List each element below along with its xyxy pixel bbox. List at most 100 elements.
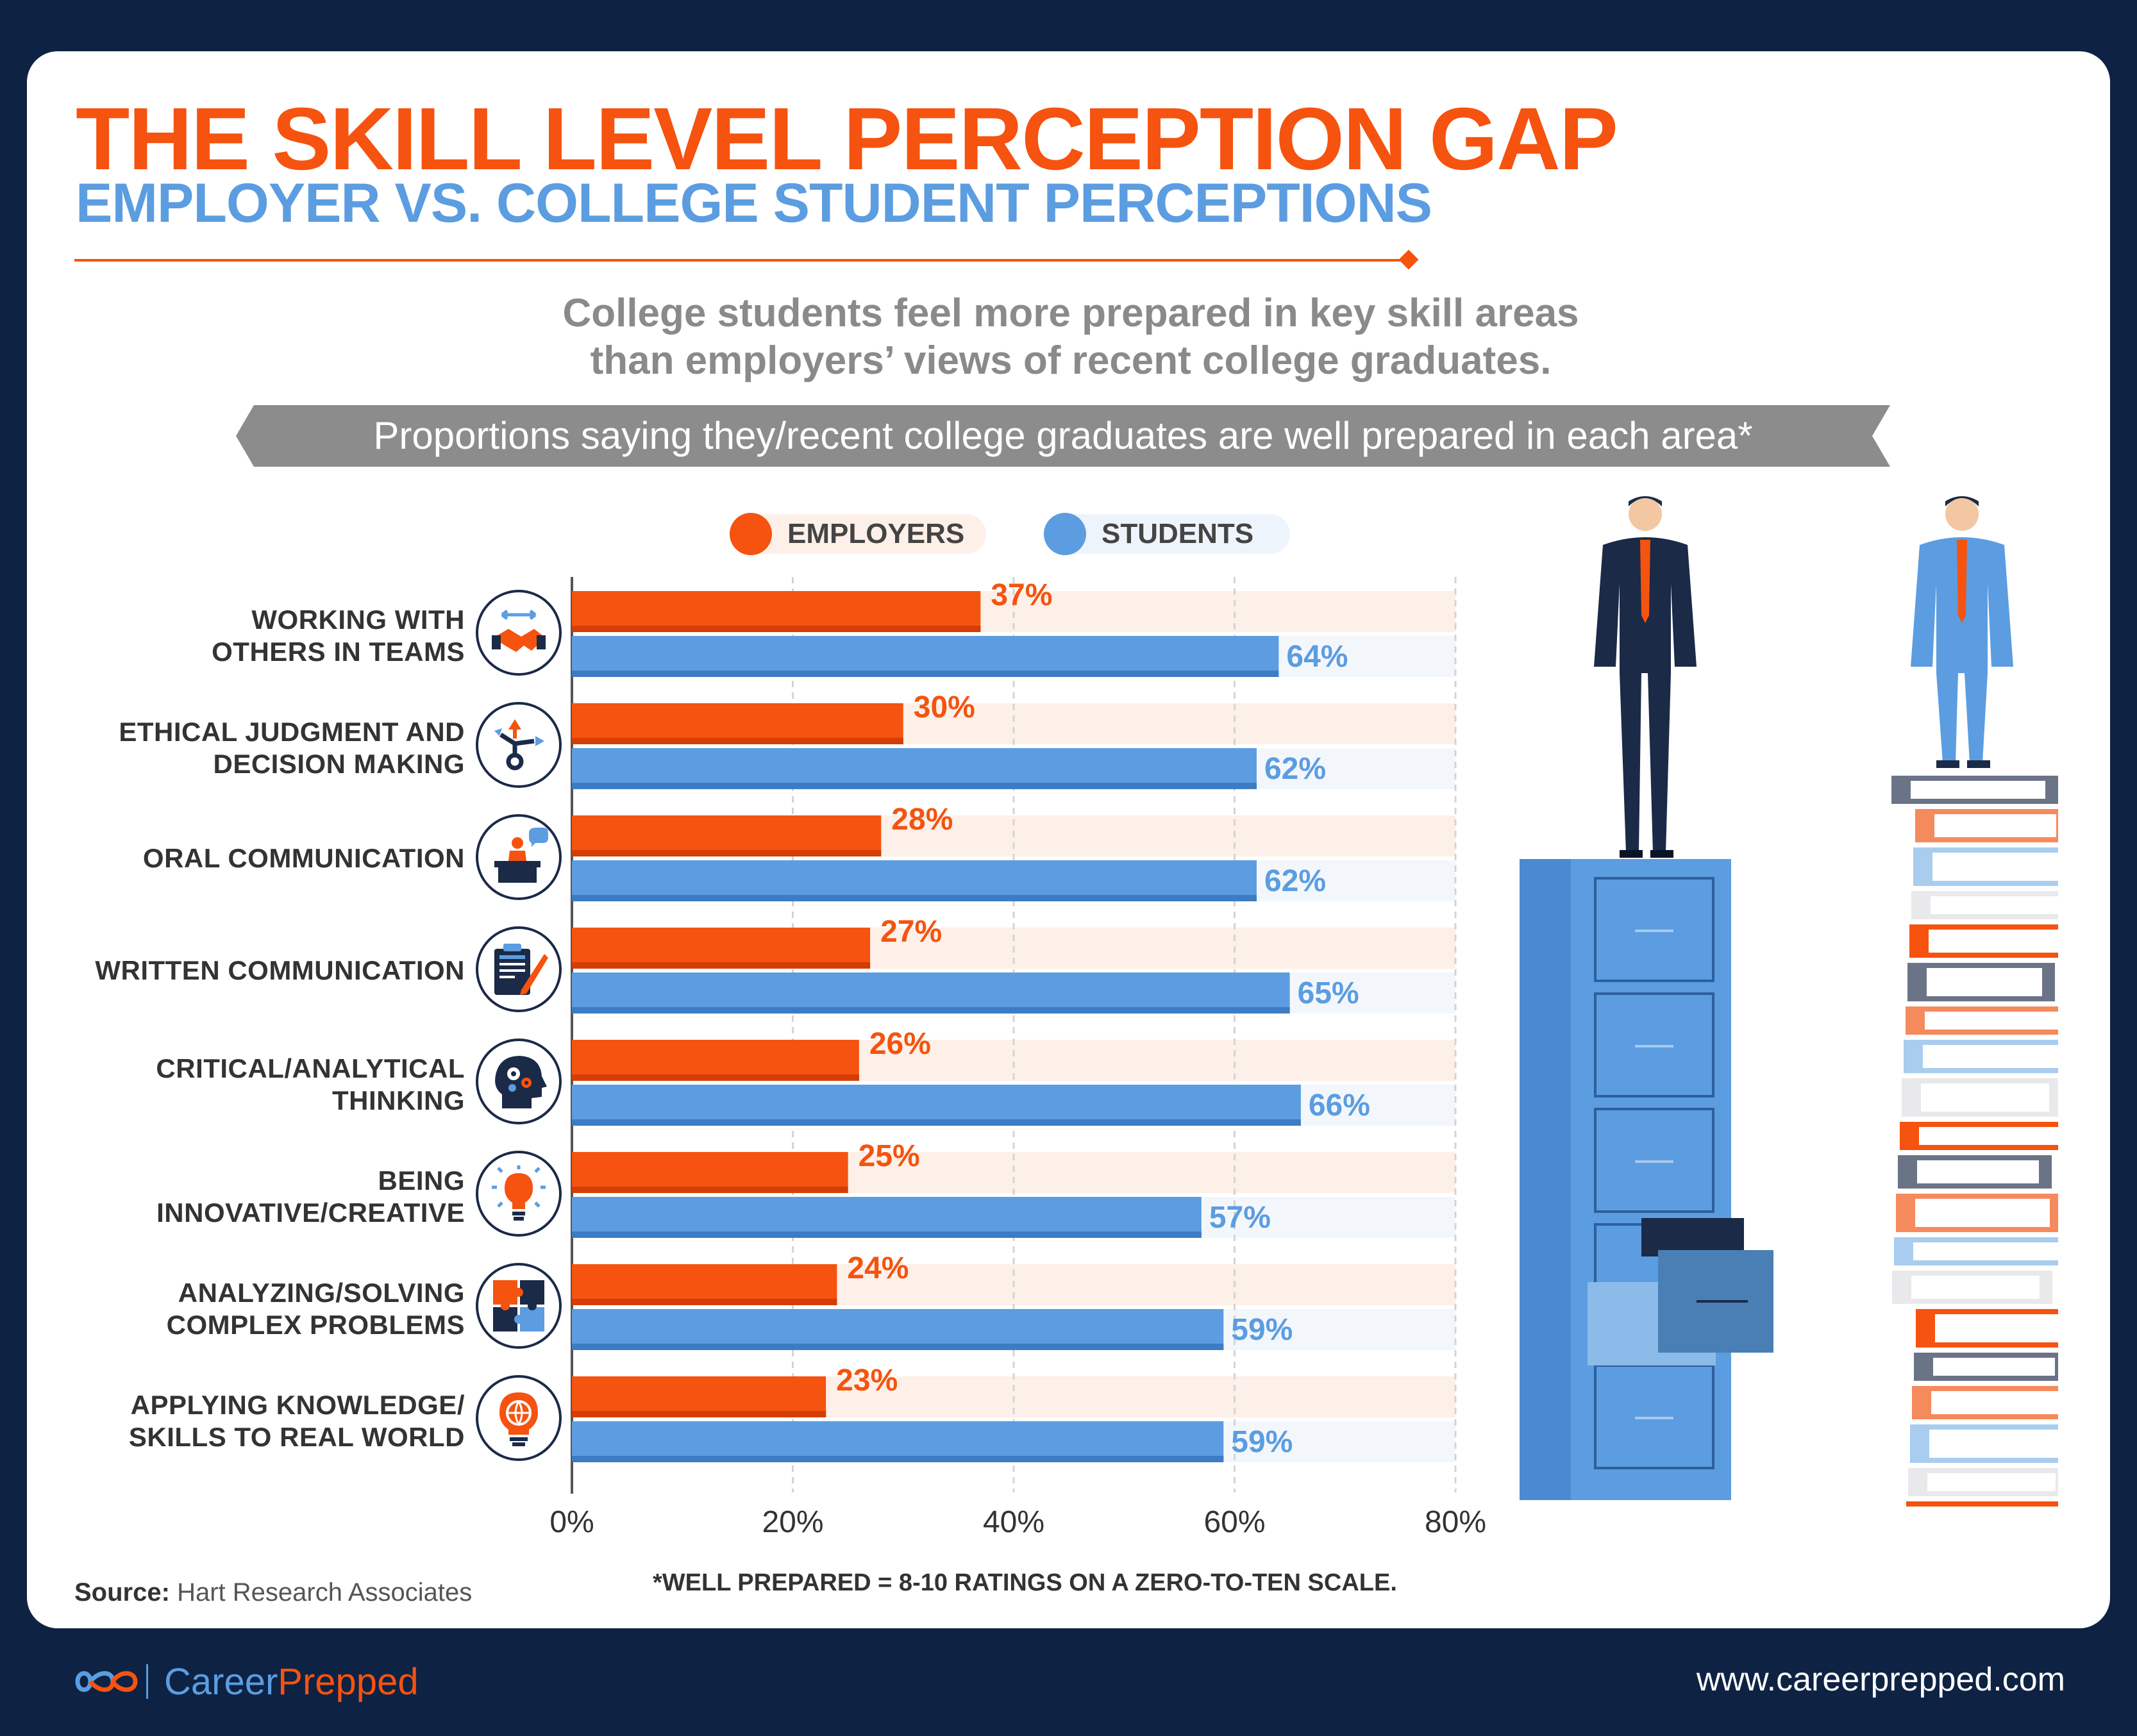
speaker-podium-icon <box>476 814 562 900</box>
book-pages <box>1923 1045 2058 1068</box>
book-pages <box>1911 781 2045 799</box>
document-pen-icon <box>476 926 562 1012</box>
page-subtitle: EMPLOYER VS. COLLEGE STUDENT PERCEPTIONS <box>76 172 1432 234</box>
footnote: *WELL PREPARED = 8-10 RATINGS ON A ZERO-… <box>653 1569 1397 1596</box>
student-bar <box>572 748 1257 789</box>
brand-name-part-1: Career <box>164 1661 278 1703</box>
student-bar-shade <box>572 895 1257 901</box>
legend-employers-label: EMPLOYERS <box>787 518 965 549</box>
source-text: Hart Research Associates <box>177 1578 473 1607</box>
employer-value-label: 24% <box>847 1251 909 1285</box>
student-bar <box>572 1421 1224 1462</box>
legend-students-swatch <box>1044 513 1086 555</box>
student-value-label: 65% <box>1298 976 1359 1010</box>
employer-bar-shade <box>572 626 981 632</box>
category-label: ETHICAL JUDGMENT AND DECISION MAKING <box>16 716 465 780</box>
head-gears-icon <box>476 1039 562 1124</box>
student-value-label: 66% <box>1309 1089 1370 1123</box>
employer-bar <box>572 703 903 744</box>
student-bar <box>572 1197 1202 1238</box>
book-pages <box>1921 1083 2049 1112</box>
book-pages <box>1931 896 2058 914</box>
student-bar <box>572 636 1279 677</box>
employer-bar <box>572 591 981 632</box>
employer-value-label: 30% <box>914 690 975 724</box>
employer-bar-shade <box>572 738 903 744</box>
category-label-line-1: WORKING WITH <box>251 605 465 635</box>
book-pages <box>1911 1276 2040 1299</box>
employer-value-label: 25% <box>859 1139 920 1173</box>
student-figure-icon <box>1911 496 2013 768</box>
student-bar <box>572 1309 1224 1350</box>
category-label-line-1: CRITICAL/ANALYTICAL <box>156 1053 465 1083</box>
page-title: THE SKILL LEVEL PERCEPTION GAP <box>76 90 1618 188</box>
handshake-icon <box>476 590 562 676</box>
category-label-line-1: ETHICAL JUDGMENT AND <box>119 717 465 747</box>
filing-cabinet-icon <box>1520 859 1773 1500</box>
student-bar <box>572 860 1257 901</box>
source-label: Source: <box>74 1578 170 1607</box>
employer-bar-shade <box>572 1187 848 1193</box>
x-tick-label: 0% <box>549 1505 594 1539</box>
chart-description-banner: Proportions saying they/recent college g… <box>236 405 1890 467</box>
book <box>1906 1501 2058 1506</box>
brand-separator <box>146 1664 148 1699</box>
category-label-line-1: ANALYZING/SOLVING <box>178 1278 465 1308</box>
brand-name-part-2: Prepped <box>278 1661 419 1703</box>
student-value-label: 62% <box>1264 864 1326 898</box>
student-value-label: 57% <box>1209 1201 1271 1235</box>
intro-line-2: than employers’ views of recent college … <box>590 338 1552 383</box>
book-pages <box>1927 968 2042 996</box>
brand-name: CareerPrepped <box>164 1660 419 1703</box>
lightbulb-icon <box>476 1151 562 1237</box>
book-pages <box>1919 1127 2058 1145</box>
intro-text: College students feel more prepared in k… <box>423 290 1718 385</box>
employer-value-label: 26% <box>869 1027 931 1061</box>
employer-bar <box>572 1040 859 1081</box>
category-label-line-2: OTHERS IN TEAMS <box>212 637 465 667</box>
employer-value-label: 23% <box>836 1364 898 1398</box>
category-label: ANALYZING/SOLVING COMPLEX PROBLEMS <box>16 1277 465 1341</box>
globe-bulb-icon <box>476 1375 562 1461</box>
employer-bar <box>572 1376 826 1417</box>
website-link[interactable]: www.careerprepped.com <box>1696 1661 2065 1698</box>
book-pages <box>1929 930 2058 953</box>
x-tick-label: 60% <box>1203 1505 1265 1539</box>
category-label-line-2: SKILLS TO REAL WORLD <box>128 1422 465 1452</box>
x-tick-label: 40% <box>983 1505 1044 1539</box>
category-label-line-1: WRITTEN COMMUNICATION <box>95 955 465 985</box>
student-value-label: 62% <box>1264 752 1326 786</box>
category-label-line-2: COMPLEX PROBLEMS <box>166 1310 465 1340</box>
student-bar-shade <box>572 1231 1202 1238</box>
student-bar-shade <box>572 783 1257 789</box>
employer-bar <box>572 928 871 969</box>
book-pages <box>1927 1473 2056 1491</box>
book-pages <box>1933 1358 2055 1376</box>
student-value-label: 59% <box>1231 1425 1293 1459</box>
employer-bar-shade <box>572 1074 859 1081</box>
category-label-line-1: BEING <box>378 1165 465 1196</box>
book-pages <box>1925 1012 2058 1030</box>
x-tick-label: 20% <box>762 1505 823 1539</box>
book-pages <box>1929 1430 2058 1458</box>
x-tick-label: 80% <box>1425 1505 1486 1539</box>
employer-value-label: 28% <box>891 803 953 837</box>
employer-bar-shade <box>572 1299 837 1305</box>
student-bar-shade <box>572 1456 1224 1462</box>
employer-bar <box>572 815 882 856</box>
student-value-label: 59% <box>1231 1313 1293 1347</box>
source-note: Source: Hart Research Associates <box>74 1578 472 1607</box>
book-stack-icon <box>1891 776 2058 1506</box>
book-pages <box>1917 1160 2039 1183</box>
category-label: ORAL COMMUNICATION <box>16 842 465 874</box>
infinity-logo-icon <box>75 1671 138 1692</box>
employer-bar <box>572 1152 848 1193</box>
student-bar <box>572 1085 1301 1126</box>
student-bar-shade <box>572 1007 1290 1014</box>
category-label: WORKING WITH OTHERS IN TEAMS <box>16 604 465 668</box>
book-pages <box>1934 814 2056 837</box>
category-label-line-2: INNOVATIVE/CREATIVE <box>156 1198 465 1228</box>
employer-figure-icon <box>1594 496 1697 858</box>
category-label-line-2: DECISION MAKING <box>213 749 465 779</box>
